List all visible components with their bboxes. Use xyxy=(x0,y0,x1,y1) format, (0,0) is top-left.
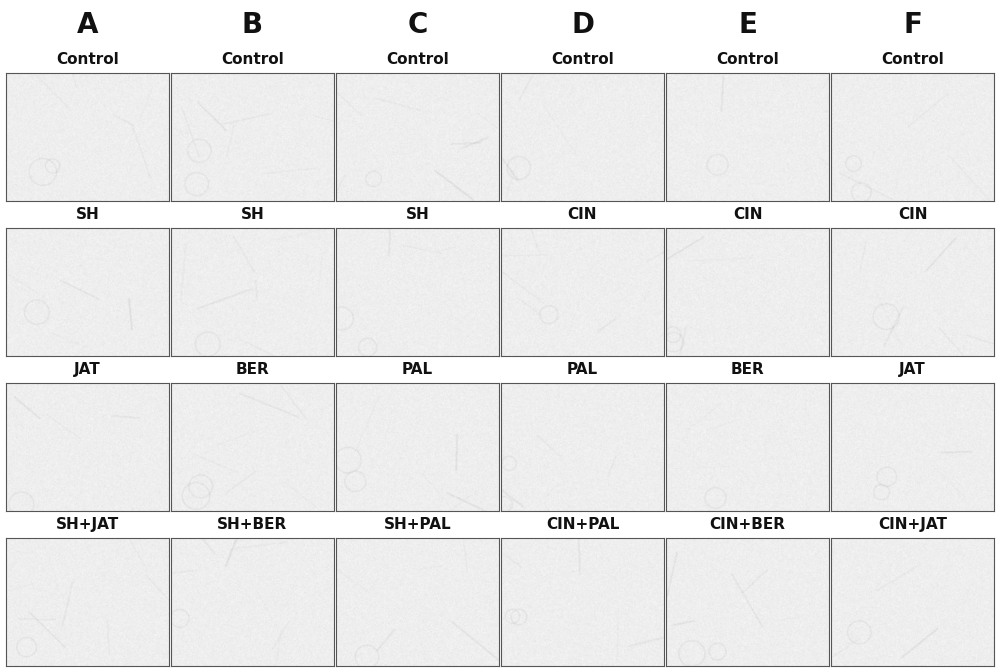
Text: Control: Control xyxy=(716,52,779,68)
Text: SH+BER: SH+BER xyxy=(217,517,288,532)
Text: Control: Control xyxy=(881,52,944,68)
Text: SH: SH xyxy=(406,207,429,222)
Text: BER: BER xyxy=(731,362,764,377)
Text: C: C xyxy=(407,11,428,39)
Text: JAT: JAT xyxy=(74,362,101,377)
Text: CIN: CIN xyxy=(568,207,597,222)
Text: F: F xyxy=(903,11,922,39)
Text: PAL: PAL xyxy=(402,362,433,377)
Text: CIN: CIN xyxy=(898,207,927,222)
Text: SH: SH xyxy=(241,207,264,222)
Text: Control: Control xyxy=(56,52,119,68)
Text: A: A xyxy=(77,11,98,39)
Text: CIN+PAL: CIN+PAL xyxy=(546,517,619,532)
Text: CIN: CIN xyxy=(733,207,762,222)
Text: Control: Control xyxy=(221,52,284,68)
Text: JAT: JAT xyxy=(899,362,926,377)
Text: Control: Control xyxy=(386,52,449,68)
Text: D: D xyxy=(571,11,594,39)
Text: E: E xyxy=(738,11,757,39)
Text: SH+PAL: SH+PAL xyxy=(384,517,451,532)
Text: CIN+BER: CIN+BER xyxy=(710,517,786,532)
Text: PAL: PAL xyxy=(567,362,598,377)
Text: BER: BER xyxy=(236,362,269,377)
Text: CIN+JAT: CIN+JAT xyxy=(878,517,947,532)
Text: B: B xyxy=(242,11,263,39)
Text: SH: SH xyxy=(76,207,99,222)
Text: Control: Control xyxy=(551,52,614,68)
Text: SH+JAT: SH+JAT xyxy=(56,517,119,532)
